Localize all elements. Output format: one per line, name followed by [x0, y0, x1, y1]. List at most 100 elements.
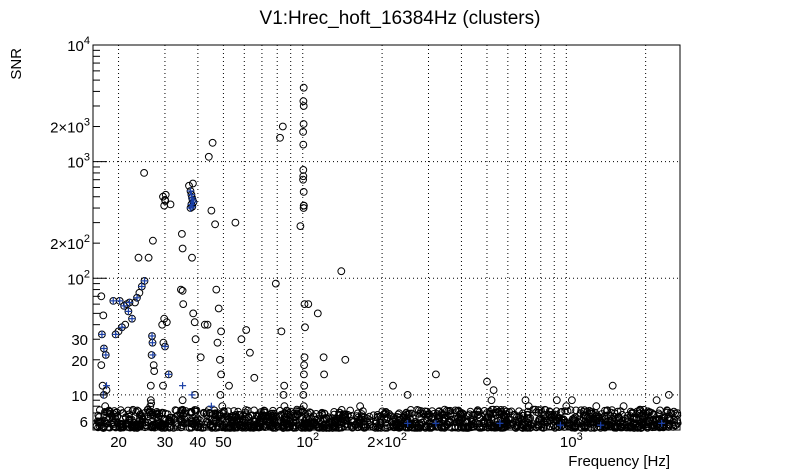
data-point: [568, 396, 576, 405]
noise-point: [320, 409, 329, 418]
data-point: [280, 402, 289, 411]
data-point: [140, 169, 149, 177]
data-point: [320, 370, 329, 379]
data-point: [178, 286, 187, 295]
noise-point: [293, 407, 301, 415]
noise-point: [136, 420, 145, 428]
noise-point: [635, 409, 644, 418]
noise-floor-points: [92, 405, 682, 432]
noise-point: [393, 418, 402, 427]
noise-point: [180, 415, 189, 423]
plus-marker: [187, 191, 195, 199]
noise-point: [575, 415, 584, 424]
noise-point: [249, 416, 257, 424]
noise-point: [433, 414, 442, 422]
noise-point: [330, 417, 339, 425]
x-tick-label: 50: [215, 434, 232, 451]
data-point: [144, 253, 153, 262]
data-point: [216, 355, 224, 364]
noise-point: [288, 423, 297, 432]
data-point: [189, 179, 197, 188]
data-point: [300, 381, 309, 390]
y-tick-label: 2×102: [50, 233, 90, 253]
noise-point: [509, 411, 517, 419]
noise-point: [479, 423, 487, 432]
y-tick-label: 20: [71, 353, 88, 370]
data-point: [483, 377, 491, 386]
data-point: [246, 348, 254, 357]
plus-marker: [161, 342, 169, 350]
plus-marker: [118, 323, 126, 331]
noise-point: [406, 420, 415, 429]
plus-marker: [109, 297, 117, 305]
y-tick-label-exponent: 4: [84, 35, 90, 47]
noise-point: [231, 411, 240, 419]
noise-point: [425, 424, 434, 432]
noise-point: [491, 424, 500, 432]
noise-point: [648, 409, 656, 417]
y-tick-label: 6: [80, 414, 88, 431]
data-points: [97, 83, 673, 429]
noise-point: [462, 424, 470, 432]
noise-point: [250, 406, 258, 415]
noise-point: [480, 419, 489, 428]
noise-point: [355, 415, 364, 424]
noise-point: [456, 409, 465, 418]
noise-point: [446, 411, 455, 419]
plus-marker: [133, 294, 141, 302]
data-point: [552, 396, 561, 405]
noise-point: [442, 411, 450, 420]
noise-point: [330, 408, 338, 416]
data-point: [217, 370, 226, 379]
plus-marker: [125, 298, 133, 306]
data-point: [271, 279, 280, 288]
noise-point: [141, 421, 150, 429]
noise-point: [314, 423, 323, 432]
noise-point: [266, 419, 274, 428]
noise-point: [643, 410, 651, 418]
noise-point: [491, 408, 500, 417]
noise-point: [663, 406, 671, 415]
data-point: [149, 361, 158, 370]
data-point: [99, 311, 108, 320]
data-point: [178, 230, 186, 238]
data-point: [304, 300, 313, 309]
y-tick-label-exponent: 2: [84, 233, 90, 245]
data-point: [188, 253, 196, 262]
noise-point: [580, 406, 589, 414]
data-point: [489, 386, 498, 395]
plus-marker: [186, 204, 194, 212]
data-point: [319, 353, 328, 362]
noise-point: [651, 423, 659, 432]
data-point: [216, 391, 225, 399]
data-point: [313, 309, 322, 318]
noise-point: [422, 423, 431, 432]
x-axis-label: Frequency [Hz]: [568, 453, 670, 470]
noise-point: [419, 410, 427, 418]
noise-point: [347, 416, 356, 425]
noise-point: [308, 419, 316, 428]
plus-marker: [432, 419, 440, 427]
plot-frame: [92, 44, 681, 431]
data-point: [101, 402, 110, 411]
y-axis-label: SNR: [8, 48, 25, 80]
noise-point: [239, 412, 247, 420]
noise-point: [560, 416, 569, 424]
noise-point: [169, 415, 178, 424]
noise-point: [149, 420, 157, 429]
data-point: [146, 381, 155, 390]
noise-point: [561, 407, 569, 415]
data-point: [299, 102, 308, 110]
noise-point: [128, 420, 136, 428]
plus-marker: [116, 297, 124, 305]
noise-point: [234, 419, 242, 427]
plus-marker: [138, 282, 146, 290]
noise-point: [623, 418, 631, 427]
noise-point: [137, 418, 146, 427]
data-point: [279, 391, 288, 399]
noise-point: [291, 424, 300, 432]
data-point: [276, 133, 284, 142]
x-tick-label: 40: [190, 434, 207, 451]
noise-point: [435, 407, 444, 415]
